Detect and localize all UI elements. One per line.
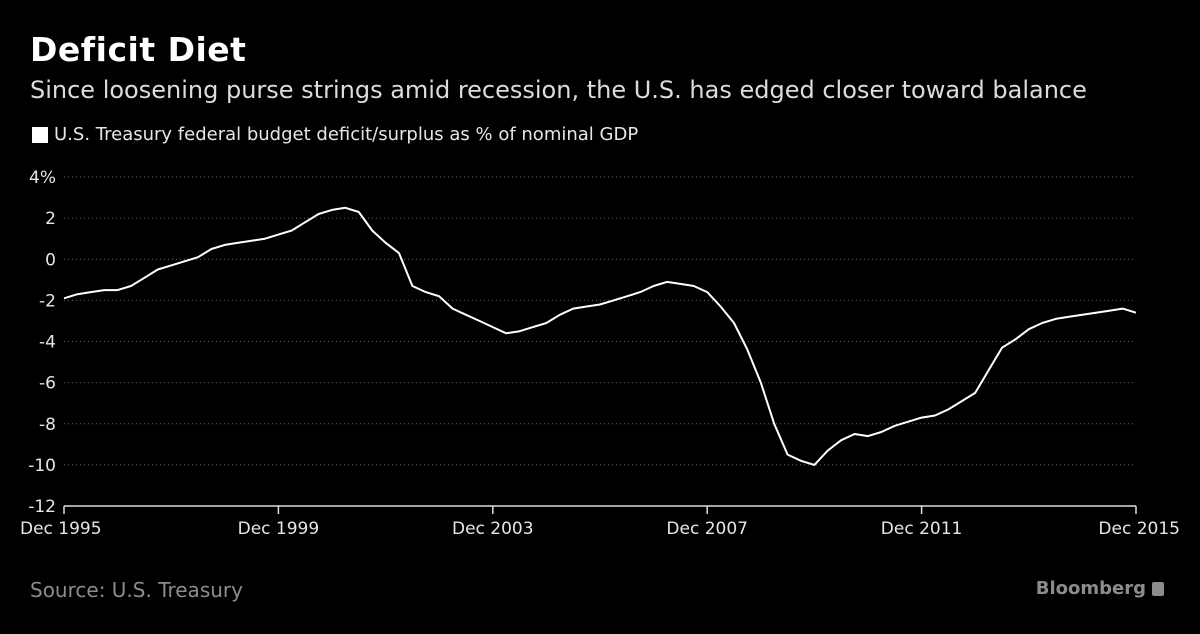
chart-title: Deficit Diet [30,30,247,69]
y-tick-label: -2 [39,291,56,311]
y-tick-label: 2 [45,209,56,229]
x-tick-label: Dec 2007 [666,519,748,539]
x-tick-label: Dec 2003 [452,519,534,539]
y-tick-label: -10 [28,456,56,476]
legend-label: U.S. Treasury federal budget deficit/sur… [54,124,639,145]
x-tick-label: Dec 1995 [20,519,102,539]
x-tick-label: Dec 2011 [881,519,963,539]
chart-subtitle: Since loosening purse strings amid reces… [30,76,1087,104]
series-line [63,206,1137,466]
y-tick-label: -12 [28,497,56,517]
x-tick-label: Dec 1999 [238,519,320,539]
legend-swatch [32,126,48,143]
bloomberg-icon [1152,582,1164,596]
legend: U.S. Treasury federal budget deficit/sur… [32,124,638,145]
y-tick-label: -6 [39,374,56,394]
y-tick-label: -4 [39,333,56,353]
y-tick-label: 0 [45,250,56,270]
x-tick-label: Dec 2015 [1098,519,1180,539]
brand-logo: Bloomberg [1035,578,1146,599]
y-tick-label: 4% [29,168,56,188]
source-note: Source: U.S. Treasury [30,578,243,602]
y-tick-label: -8 [39,415,56,435]
